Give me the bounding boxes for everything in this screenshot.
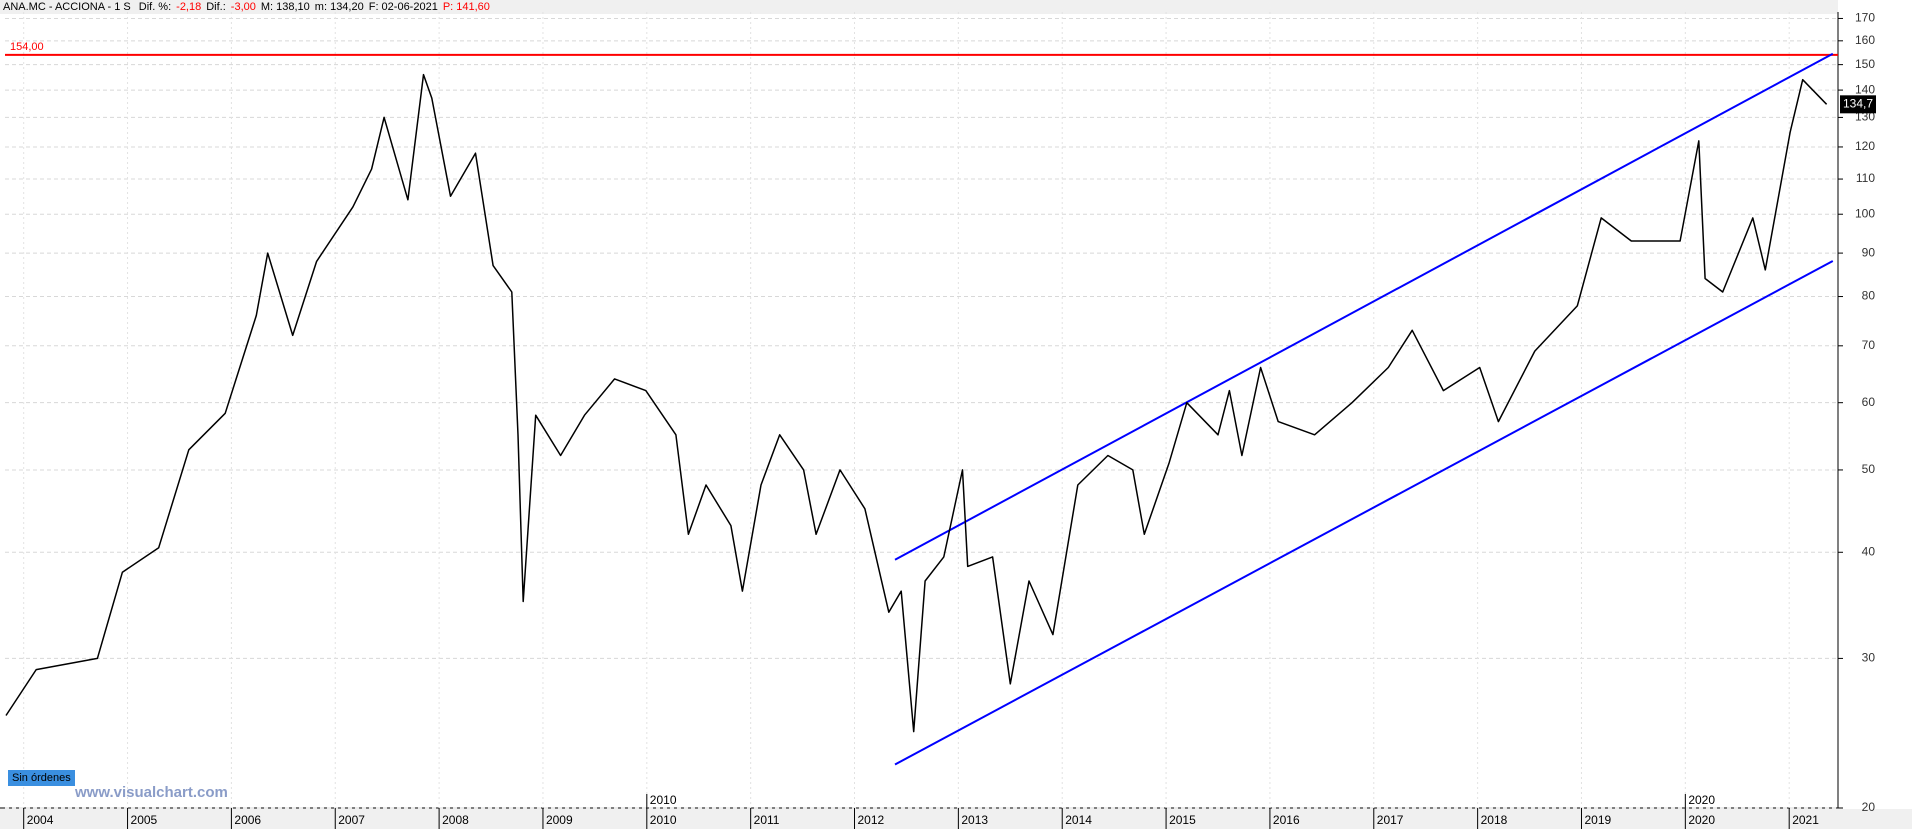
y-tick-label: 100 bbox=[1855, 206, 1875, 220]
x-tick-label: 2013 bbox=[961, 813, 988, 827]
y-tick-label: 50 bbox=[1862, 462, 1876, 476]
y-tick-label: 30 bbox=[1862, 651, 1876, 665]
header-field: -2,18 bbox=[176, 1, 201, 13]
trend-line bbox=[894, 260, 1834, 766]
y-tick-label: 120 bbox=[1855, 139, 1875, 153]
header-field: P: 141,60 bbox=[443, 1, 490, 13]
axes: ANA.MC - ACCIONA - 1 S Dif. %: -2,18 Dif.: -… bbox=[3, 1, 1876, 829]
watermark: www.visualchart.com bbox=[74, 784, 228, 801]
header-field: M: 138,10 bbox=[261, 1, 310, 13]
y-tick-label: 40 bbox=[1862, 544, 1876, 558]
x-tick-label: 2020 bbox=[1688, 813, 1715, 827]
header-field: Dif. %: bbox=[139, 1, 171, 13]
header-bar bbox=[0, 0, 1838, 14]
y-tick-label: 70 bbox=[1862, 338, 1876, 352]
grid bbox=[5, 12, 1838, 809]
x-tick-label: 2018 bbox=[1481, 813, 1508, 827]
level-label: 154,00 bbox=[10, 41, 44, 53]
plot: 154,00 bbox=[5, 41, 1838, 766]
header-field: Dif.: bbox=[206, 1, 226, 13]
price-line bbox=[5, 73, 1828, 733]
header-field: F: 02-06-2021 bbox=[369, 1, 438, 13]
trend-line bbox=[894, 52, 1834, 561]
header-field: m: 134,20 bbox=[315, 1, 364, 13]
x-tick-label: 2017 bbox=[1377, 813, 1404, 827]
x-tick-label: 2019 bbox=[1584, 813, 1611, 827]
y-tick-label: 140 bbox=[1855, 82, 1875, 96]
x-tick-label: 2005 bbox=[131, 813, 158, 827]
x-axis-panel bbox=[0, 809, 1912, 829]
last-price-label: 134,7 bbox=[1843, 96, 1873, 110]
x-tick-label: 2015 bbox=[1169, 813, 1196, 827]
header-field: -3,00 bbox=[231, 1, 256, 13]
y-axis-panel bbox=[1838, 0, 1912, 829]
x-tick-label: 2006 bbox=[234, 813, 261, 827]
x-major-label: 2010 bbox=[650, 793, 677, 807]
last-price-box bbox=[1840, 95, 1876, 114]
x-tick-label: 2008 bbox=[442, 813, 469, 827]
x-tick-label: 2011 bbox=[754, 813, 780, 827]
y-tick-label: 110 bbox=[1856, 171, 1875, 185]
header-field: ANA.MC - ACCIONA - 1 S bbox=[3, 1, 131, 13]
y-tick-label: 60 bbox=[1862, 395, 1876, 409]
y-tick-label: 20 bbox=[1862, 800, 1876, 814]
x-tick-label: 2009 bbox=[546, 813, 573, 827]
y-tick-label: 90 bbox=[1862, 245, 1876, 259]
x-tick-label: 2007 bbox=[338, 813, 365, 827]
x-major-label: 2020 bbox=[1688, 793, 1715, 807]
x-tick-label: 2010 bbox=[650, 813, 677, 827]
y-tick-label: 170 bbox=[1855, 11, 1875, 25]
x-tick-label: 2014 bbox=[1065, 813, 1092, 827]
x-tick-label: 2016 bbox=[1273, 813, 1300, 827]
x-tick-label: 2004 bbox=[27, 813, 54, 827]
status-badge-bg bbox=[8, 770, 75, 786]
x-tick-label: 2021 bbox=[1792, 813, 1819, 827]
x-tick-label: 2012 bbox=[858, 813, 885, 827]
status-badge: Sin órdenes bbox=[12, 772, 71, 784]
y-tick-label: 80 bbox=[1862, 289, 1876, 303]
y-tick-label: 150 bbox=[1855, 57, 1875, 71]
y-tick-label: 160 bbox=[1855, 33, 1875, 47]
